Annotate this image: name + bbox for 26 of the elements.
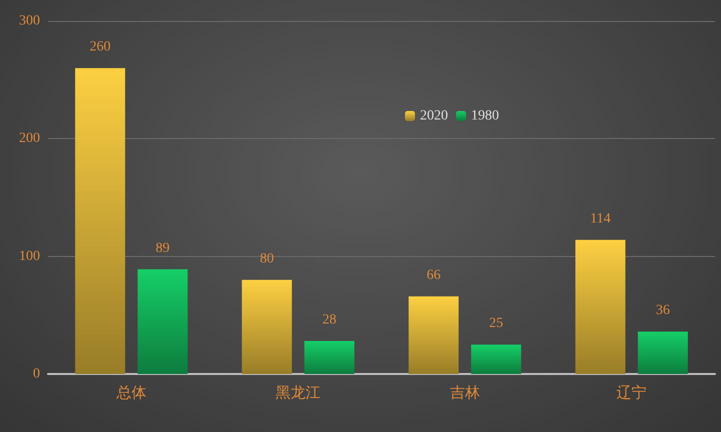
y-tick-label: 100 [19,248,40,264]
y-tick-label: 200 [19,131,40,146]
legend-label: 2020 [420,108,448,124]
x-tick-label: 黑龙江 [276,384,321,402]
bar [304,341,354,374]
bar [471,344,522,374]
data-label: 25 [489,316,504,332]
data-label: 28 [322,312,336,328]
bar [75,68,126,374]
y-tick-label: 300 [19,14,40,28]
data-label: 89 [156,240,170,256]
data-label: 114 [590,211,611,226]
bar [638,332,688,374]
x-tick-label: 辽宁 [616,384,647,402]
legend-label: 1980 [471,108,499,124]
x-tick-label: 吉林 [450,384,480,402]
data-label: 66 [426,268,441,283]
data-label: 36 [656,303,670,318]
data-label: 260 [90,40,111,55]
bar [575,240,626,374]
bar [408,296,459,374]
bar [138,269,188,374]
bar [242,280,292,374]
data-label: 80 [260,251,274,266]
x-tick-label: 总体 [115,384,146,402]
y-tick-label: 0 [33,366,40,382]
